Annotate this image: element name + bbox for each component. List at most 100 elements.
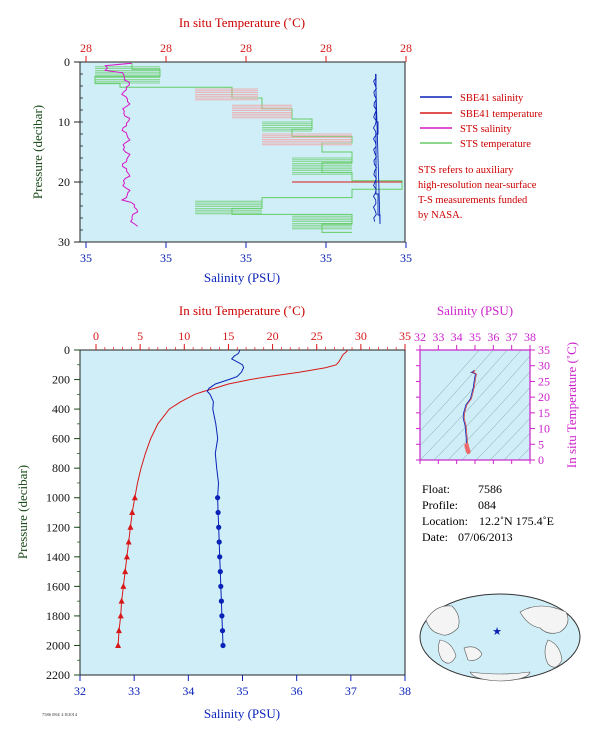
main-pressure-tick-label: 0 (64, 343, 70, 357)
salinity-marker (218, 598, 224, 604)
temperature-profile-line (117, 349, 349, 646)
main-pressure-tick-label: 600 (52, 432, 70, 446)
float-info-key: Float: (422, 482, 450, 496)
top-pressure-tick-label: 20 (58, 175, 70, 189)
ts-temperature-axis-title: In situ Temperature (˚C) (564, 342, 579, 468)
footer-stamp: 7586 084/ 4 8/2014 (42, 712, 78, 717)
ts-density-contour (475, 402, 530, 460)
main-pressure-tick-label: 2200 (46, 668, 70, 682)
legend-label-sbe41-temperature: SBE41 temperature (460, 109, 543, 120)
main-temp-tick-label: 35 (399, 329, 411, 343)
main-chart-series (115, 349, 349, 649)
ts-density-contour (420, 350, 480, 417)
top-salinity-tick-label: 35 (240, 251, 252, 265)
ts-density-contour (503, 432, 530, 460)
temperature-marker (115, 627, 122, 634)
temperature-marker (123, 553, 130, 560)
salinity-marker (218, 583, 224, 590)
main-salinity-tick-label: 32 (74, 684, 86, 698)
top-temp-tick-label: 28 (320, 41, 332, 55)
main-temp-tick-label: 15 (222, 329, 234, 343)
ts-salinity-tick-label: 32 (414, 330, 426, 344)
temperature-marker (127, 523, 134, 530)
ts-temperature-tick-label: 20 (538, 390, 550, 404)
salinity-marker (217, 554, 223, 560)
top-temp-tick-label: 28 (80, 41, 92, 55)
main-pressure-tick-label: 1600 (46, 579, 70, 593)
main-salinity-tick-label: 34 (182, 684, 194, 698)
main-pressure-tick-label: 400 (52, 402, 70, 416)
temperature-marker (131, 494, 138, 501)
ts-salinity-tick-label: 37 (506, 330, 518, 344)
legend-note-line-2: high-resolution near-surface (418, 180, 537, 191)
legend-label-sts-salinity: STS salinity (460, 124, 512, 135)
main-chart-axes: 0 5 10 15 20 25 30 35 32 33 34 35 36 37 38 0 200 400 600 80… (46, 329, 411, 698)
float-location-star-icon: ★ (492, 626, 502, 638)
main-salinity-tick-label: 33 (128, 684, 140, 698)
top-chart-series (94, 62, 403, 233)
ts-density-contour (517, 447, 530, 460)
ts-temperature-tick-label: 15 (538, 406, 550, 420)
legend-label-sts-temperature: STS temperature (460, 139, 531, 150)
ts-temperature-tick-label: 35 (538, 343, 550, 357)
sbe41-salinity-line (372, 73, 381, 225)
main-salinity-tick-label: 36 (291, 684, 303, 698)
salinity-profile-line (206, 349, 245, 646)
top-salinity-axis-title: Salinity (PSU) (204, 270, 280, 285)
top-pressure-tick-label: 30 (58, 235, 70, 249)
ts-density-contour (433, 355, 530, 460)
temperature-marker (118, 597, 125, 604)
profile-info-key: Profile: (422, 498, 458, 512)
ts-density-contour (420, 350, 522, 460)
main-temp-tick-label: 20 (267, 329, 279, 343)
main-salinity-tick-label: 38 (399, 684, 411, 698)
salinity-marker (216, 539, 222, 545)
ts-salinity-axis-title: Salinity (PSU) (437, 303, 513, 318)
ts-temperature-tick-label: 0 (538, 453, 544, 467)
ts-temperature-tick-label: 25 (538, 374, 550, 388)
ts-salinity-tick-label: 33 (432, 330, 444, 344)
main-pressure-tick-label: 800 (52, 461, 70, 475)
top-temp-tick-label: 28 (160, 41, 172, 55)
temperature-marker (115, 641, 122, 648)
top-salinity-tick-label: 35 (400, 251, 412, 265)
legend-note-line-1: STS refers to auxiliary (418, 165, 514, 176)
legend-note-line-4: by NASA. (418, 210, 462, 221)
date-info-key: Date: (422, 530, 448, 544)
top-salinity-tick-label: 35 (160, 251, 172, 265)
salinity-marker (215, 495, 221, 501)
main-pressure-axis-title: Pressure (decibar) (15, 465, 30, 559)
top-pressure-tick-label: 0 (64, 55, 70, 69)
top-salinity-tick-label: 35 (80, 251, 92, 265)
main-temp-tick-label: 0 (93, 329, 99, 343)
salinity-marker (220, 642, 226, 649)
ts-series (420, 350, 530, 460)
salinity-marker (217, 569, 223, 575)
salinity-marker (219, 628, 226, 634)
ts-temperature-tick-label: 5 (538, 437, 544, 451)
ts-temperature-tick-label: 10 (538, 422, 550, 436)
ts-density-contour (420, 350, 494, 432)
top-salinity-tick-label: 35 (320, 251, 332, 265)
top-temp-axis-title: In situ Temperature (˚C) (179, 15, 305, 30)
ts-plot-area (419, 349, 531, 461)
legend-label-sbe41-salinity: SBE41 salinity (460, 93, 524, 104)
salinity-marker (219, 613, 225, 619)
main-temp-tick-label: 10 (178, 329, 190, 343)
top-pressure-tick-label: 10 (58, 115, 70, 129)
main-salinity-axis-title: Salinity (PSU) (204, 706, 280, 721)
temperature-marker (117, 612, 124, 619)
top-temp-tick-label: 28 (240, 41, 252, 55)
ts-density-contour (447, 371, 530, 460)
date-info-value: 07/06/2013 (458, 530, 513, 544)
legend-note-line-3: T-S measurements funded (418, 195, 528, 206)
ts-salinity-tick-label: 35 (469, 330, 481, 344)
location-info-value: 12.2˚N 175.4˚E (479, 514, 554, 528)
top-legend: SBE41 salinity SBE41 temperature STS sal… (418, 93, 543, 221)
float-info: Float: 7586 Profile: 084 Location: 12.2˚… (422, 482, 554, 544)
ts-density-contour (489, 417, 530, 460)
map-landmasses (425, 605, 569, 682)
ts-deep-marker (466, 449, 471, 454)
